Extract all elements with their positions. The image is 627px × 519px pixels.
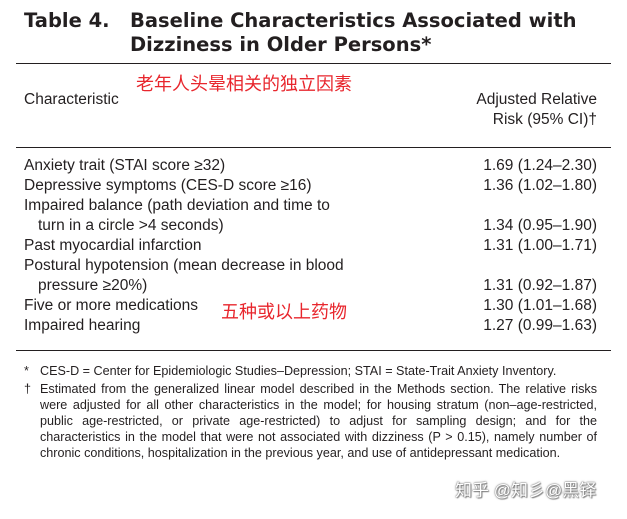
footnotes: * CES-D = Center for Epidemiologic Studi… <box>24 363 597 461</box>
table-title-line2: Dizziness in Older Persons* <box>130 33 432 56</box>
row-characteristic: Impaired balance (path deviation and tim… <box>24 196 597 236</box>
table-row: Impaired balance (path deviation and tim… <box>24 196 597 236</box>
row-risk-value: 1.36 (1.02–1.80) <box>483 177 597 194</box>
row-characteristic-line1: Impaired balance (path deviation and tim… <box>24 197 330 214</box>
row-risk-value: 1.30 (1.01–1.68) <box>483 297 597 314</box>
footnote-mark: † <box>24 382 32 396</box>
table-row: Impaired hearing 1.27 (0.99–1.63) <box>24 316 597 336</box>
bottom-rule <box>16 350 611 352</box>
column-header-characteristic: Characteristic <box>24 91 119 108</box>
footnote-text: Estimated from the generalized linear mo… <box>40 382 597 460</box>
table-row: Past myocardial infarction 1.31 (1.00–1.… <box>24 236 597 256</box>
row-risk-value: 1.31 (0.92–1.87) <box>483 277 597 294</box>
column-header-risk-line1: Adjusted Relative <box>476 91 597 108</box>
footnote: † Estimated from the generalized linear … <box>24 381 597 461</box>
row-characteristic-line1: Anxiety trait (STAI score ≥32) <box>24 157 226 174</box>
table-title-line1: Baseline Characteristics Associated with <box>130 9 577 32</box>
top-rule <box>16 63 611 65</box>
table-row: Five or more medications 1.30 (1.01–1.68… <box>24 296 597 316</box>
footnote-text: CES-D = Center for Epidemiologic Studies… <box>40 364 557 378</box>
row-annotation: 五种或以上药物 <box>221 302 347 323</box>
row-risk-value: 1.27 (0.99–1.63) <box>483 317 597 334</box>
watermark: 知乎 @知彡@黑铎 <box>455 481 597 500</box>
row-characteristic: Impaired hearing <box>24 316 597 336</box>
row-characteristic-line2: turn in a circle >4 seconds) <box>38 217 224 234</box>
row-risk-value: 1.31 (1.00–1.71) <box>483 237 597 254</box>
column-header-risk: Adjusted Relative Risk (95% CI)† <box>397 90 597 130</box>
row-characteristic: Depressive symptoms (CES-D score ≥16) <box>24 176 597 196</box>
row-characteristic-line1: Impaired hearing <box>24 317 141 334</box>
row-characteristic-line1: Five or more medications <box>24 297 199 314</box>
column-header-risk-line2: Risk (95% CI)† <box>492 111 597 128</box>
row-risk-value: 1.69 (1.24–2.30) <box>483 157 597 174</box>
table-row: Postural hypotension (mean decrease in b… <box>24 256 597 296</box>
row-risk-value: 1.34 (0.95–1.90) <box>483 217 597 234</box>
footnote: * CES-D = Center for Epidemiologic Studi… <box>24 363 597 379</box>
row-characteristic: Postural hypotension (mean decrease in b… <box>24 256 597 296</box>
row-characteristic: Five or more medications <box>24 296 597 316</box>
table-body: Anxiety trait (STAI score ≥32) 1.69 (1.2… <box>24 156 597 336</box>
row-characteristic: Past myocardial infarction <box>24 236 597 256</box>
row-characteristic-line1: Depressive symptoms (CES-D score ≥16) <box>24 177 312 194</box>
row-characteristic-line1: Postural hypotension (mean decrease in b… <box>24 257 344 274</box>
header-annotation: 老年人头晕相关的独立因素 <box>136 74 352 95</box>
footnote-mark: * <box>24 364 29 378</box>
table-row: Anxiety trait (STAI score ≥32) 1.69 (1.2… <box>24 156 597 176</box>
row-characteristic-line2: pressure ≥20%) <box>38 277 148 294</box>
row-characteristic: Anxiety trait (STAI score ≥32) <box>24 156 597 176</box>
row-characteristic-line1: Past myocardial infarction <box>24 237 202 254</box>
header-rule <box>16 147 611 148</box>
table-title: Table 4. Baseline Characteristics Associa… <box>24 9 584 57</box>
table-row: Depressive symptoms (CES-D score ≥16) 1.… <box>24 176 597 196</box>
table-number: Table 4. <box>24 9 110 32</box>
